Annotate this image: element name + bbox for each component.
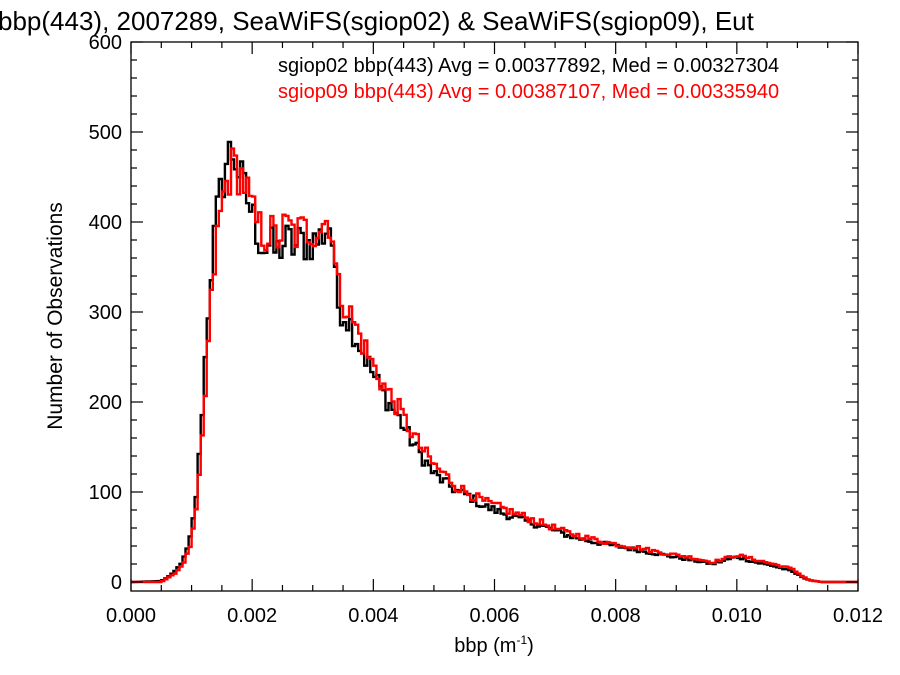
y-tick-label: 300 bbox=[89, 302, 122, 324]
y-tick-label: 600 bbox=[89, 32, 122, 54]
y-axis: 0 100 200 300 400 500 600 bbox=[89, 32, 858, 594]
x-axis-label-main: bbp (m bbox=[454, 635, 516, 657]
y-tick-label: 200 bbox=[89, 392, 122, 414]
y-axis-label: Number of Observations bbox=[44, 202, 67, 430]
x-tick-label: 0.002 bbox=[227, 605, 277, 627]
series-layer bbox=[131, 140, 858, 584]
x-tick-label: 0.000 bbox=[106, 605, 156, 627]
x-tick-label: 0.012 bbox=[833, 605, 883, 627]
y-tick-label: 100 bbox=[89, 482, 122, 504]
y-tick-label: 400 bbox=[89, 212, 122, 234]
x-axis-label: bbp (m-1) bbox=[454, 633, 534, 657]
y-tick-label: 500 bbox=[89, 122, 122, 144]
x-axis-label-end: ) bbox=[527, 635, 534, 657]
x-tick-label: 0.008 bbox=[591, 605, 641, 627]
x-axis: 0.000 0.002 0.004 0.006 0.008 0.010 0.012 bbox=[106, 42, 883, 627]
x-tick-label: 0.004 bbox=[348, 605, 398, 627]
x-tick-label: 0.010 bbox=[712, 605, 762, 627]
stats-label-sgiop02: sgiop02 bbp(443) Avg = 0.00377892, Med =… bbox=[278, 55, 779, 77]
series-line-sgiop09 bbox=[131, 147, 858, 584]
series-line-sgiop02 bbox=[131, 140, 858, 584]
y-tick-label: 0 bbox=[111, 572, 122, 594]
x-tick-label: 0.006 bbox=[469, 605, 519, 627]
x-axis-label-superscript: -1 bbox=[516, 633, 527, 647]
chart-title: bbp(443), 2007289, SeaWiFS(sgiop02) & Se… bbox=[0, 6, 755, 36]
stats-label-sgiop09: sgiop09 bbp(443) Avg = 0.00387107, Med =… bbox=[278, 81, 779, 103]
